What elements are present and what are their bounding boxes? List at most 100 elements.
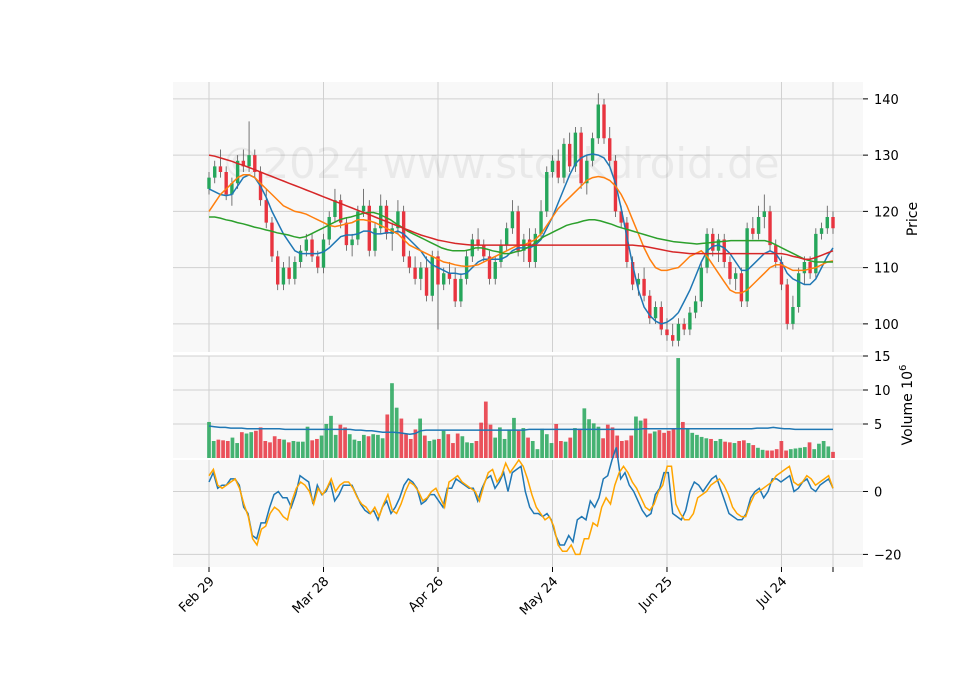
- volume-bar: [671, 428, 676, 458]
- candle-body: [384, 205, 389, 234]
- candle-body: [321, 239, 326, 268]
- candle-body: [373, 228, 377, 251]
- volume-bar: [399, 418, 404, 458]
- candle-body: [814, 233, 818, 274]
- volume-bar: [568, 437, 573, 458]
- volume-bar: [662, 432, 666, 458]
- volume-bar: [657, 430, 662, 458]
- volume-bar: [807, 442, 812, 458]
- candle-body: [625, 222, 629, 262]
- volume-bar: [291, 441, 296, 458]
- volume-bar: [718, 438, 723, 458]
- price-y-tick-label: 130: [874, 149, 899, 164]
- volume-bar: [540, 428, 544, 458]
- volume-bar: [685, 428, 690, 458]
- volume-bar: [404, 434, 408, 458]
- volume-bar: [591, 423, 596, 458]
- volume-y-tick-label: 15: [874, 350, 891, 365]
- candle-body: [264, 200, 268, 223]
- candle-body: [659, 307, 663, 330]
- volume-bar: [793, 448, 798, 458]
- volume-bar: [601, 438, 605, 458]
- price-marks: [207, 93, 835, 347]
- volume-bar: [774, 449, 779, 458]
- volume-bar: [502, 438, 507, 458]
- candle-body: [298, 250, 303, 262]
- volume-bar: [357, 441, 361, 458]
- volume-marks: [207, 358, 835, 458]
- volume-bar: [812, 449, 817, 458]
- candle-body: [791, 307, 795, 324]
- volume-bar: [361, 434, 366, 458]
- candle-body: [556, 160, 560, 178]
- volume-bar: [343, 427, 347, 458]
- candle-body: [630, 262, 635, 285]
- candle-body: [447, 273, 452, 279]
- candle-body: [550, 160, 555, 172]
- volume-bar: [737, 441, 742, 458]
- candle-body: [825, 217, 829, 229]
- volume-bar: [779, 441, 784, 458]
- volume-bar: [765, 450, 770, 458]
- volume-bar: [390, 383, 394, 458]
- volume-bar: [643, 418, 648, 458]
- candle-body: [768, 211, 772, 246]
- volume-bar: [272, 436, 277, 458]
- volume-bar: [441, 430, 446, 458]
- volume-bar: [371, 434, 376, 458]
- volume-bar: [652, 431, 657, 458]
- volume-bar: [610, 427, 615, 458]
- oscillator-marks: [208, 447, 834, 556]
- volume-bar: [784, 450, 788, 458]
- volume-bar: [254, 430, 258, 458]
- oscillator-panel-background: [173, 460, 863, 567]
- candle-body: [275, 256, 280, 285]
- volume-bar: [460, 436, 465, 458]
- volume-bar: [741, 440, 746, 458]
- candle-body: [802, 262, 807, 274]
- volume-bar: [413, 429, 418, 458]
- candle-body: [350, 239, 354, 246]
- candle-body: [224, 172, 228, 195]
- volume-bar: [488, 424, 493, 458]
- candle-body: [779, 262, 784, 285]
- volume-bar: [408, 438, 413, 458]
- candle-body: [419, 267, 423, 279]
- volume-bar: [530, 441, 535, 458]
- candle-body: [270, 222, 274, 257]
- candle-body: [728, 262, 732, 279]
- candle-body: [213, 166, 217, 178]
- volume-bar: [432, 439, 437, 458]
- candle-body: [688, 312, 692, 330]
- candle-body: [453, 278, 457, 302]
- volume-bar: [587, 419, 591, 458]
- volume-bar: [310, 440, 315, 458]
- volume-bar: [385, 414, 390, 458]
- candle-body: [310, 239, 314, 257]
- volume-bar: [380, 438, 385, 458]
- candle-body: [648, 295, 652, 319]
- volume-bar: [507, 429, 512, 458]
- volume-y-tick-label: 5: [874, 418, 882, 433]
- watermark: ©2024 www.stockdroid.de: [220, 139, 779, 188]
- volume-bar: [315, 438, 319, 458]
- volume-bar: [624, 440, 629, 458]
- candle-body: [293, 262, 297, 279]
- candle-body: [602, 104, 606, 139]
- volume-bar: [676, 358, 681, 458]
- volume-bar: [620, 441, 624, 458]
- candle-body: [756, 217, 761, 234]
- volume-bar: [230, 437, 235, 458]
- volume-bar: [451, 443, 455, 458]
- price-y-tick-label: 140: [874, 93, 899, 108]
- volume-bar: [723, 441, 727, 458]
- volume-bar: [690, 432, 695, 458]
- volume-bar: [826, 446, 831, 458]
- volume-bar: [225, 441, 230, 458]
- candle-body: [230, 183, 234, 195]
- candle-body: [562, 143, 566, 178]
- volume-bar: [554, 424, 559, 458]
- candle-body: [424, 267, 429, 296]
